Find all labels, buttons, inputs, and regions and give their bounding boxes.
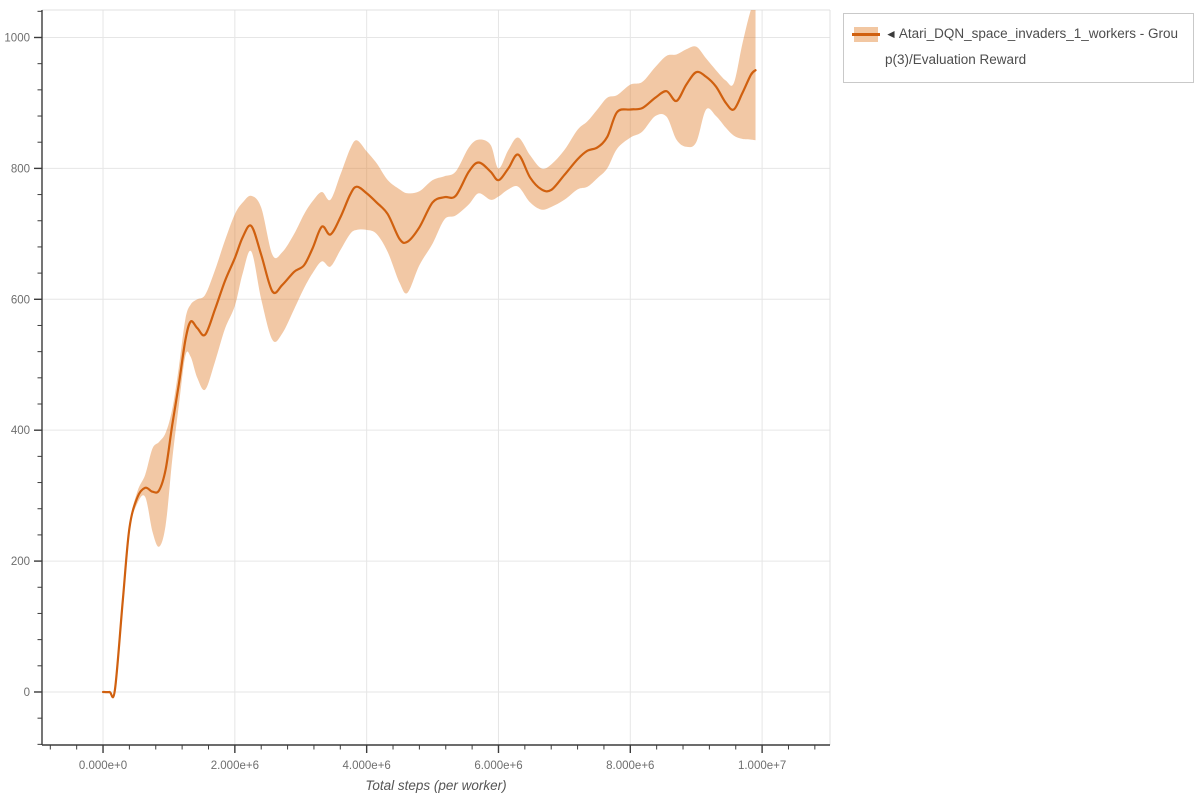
y-tick-label: 400 (11, 425, 30, 437)
x-tick-label: 4.000e+6 (343, 760, 391, 772)
confidence-band (103, 10, 756, 698)
series-group (101, 10, 757, 699)
series-swatch-icon (852, 27, 880, 42)
legend[interactable]: ◄ Atari_DQN_space_invaders_1_workers - Gr… (843, 13, 1194, 83)
x-tick-label: 2.000e+6 (211, 760, 259, 772)
y-axis-ticks: 0 200 400 600 800 1000 (4, 10, 42, 745)
x-axis-title: Total steps (per worker) (365, 778, 506, 793)
axes (41, 10, 830, 746)
y-tick-label: 200 (11, 556, 30, 568)
y-tick-label: 0 (24, 687, 30, 699)
y-tick-label: 800 (11, 163, 30, 175)
series-swatch-line-icon (852, 33, 880, 36)
collapse-triangle-icon[interactable]: ◄ (885, 27, 897, 41)
legend-entry: ◄ Atari_DQN_space_invaders_1_workers - Gr… (885, 21, 1183, 73)
x-axis-ticks: 0.000e+0 2.000e+6 4.000e+6 6.000e+6 8.000e+6… (49, 745, 816, 772)
x-tick-label: 0.000e+0 (79, 760, 127, 772)
y-tick-label: 1000 (4, 32, 30, 44)
x-tick-label: 8.000e+6 (606, 760, 654, 772)
series-name: Atari_DQN_space_invaders_1_workers - Gro… (885, 26, 1179, 67)
y-tick-label: 600 (11, 294, 30, 306)
mean-line (101, 69, 757, 699)
x-tick-label: 6.000e+6 (474, 760, 522, 772)
x-tick-label: 1.000e+7 (738, 760, 786, 772)
gridlines (42, 9, 831, 745)
